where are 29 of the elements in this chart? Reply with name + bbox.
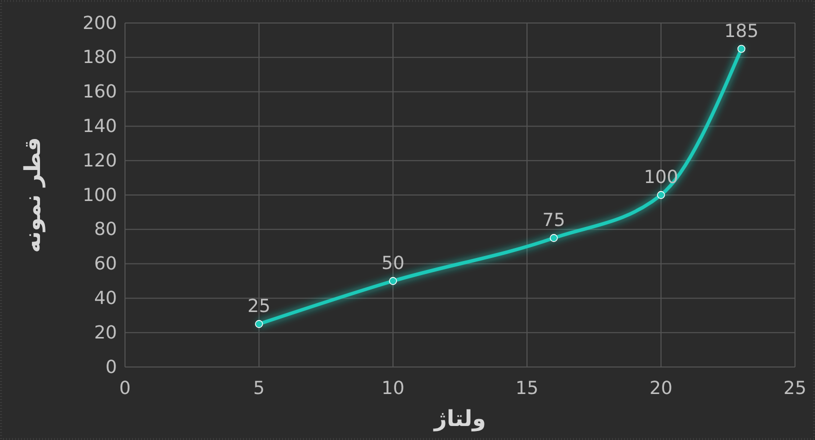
data-label: 75 [542,210,566,231]
point [737,44,746,53]
point [657,191,665,199]
data-label: 50 [382,253,404,274]
x-tick-label: 20 [650,378,672,399]
y-tick-label: 160 [82,82,117,103]
x-tick-label: 25 [784,378,806,399]
y-tick-label: 0 [106,356,117,378]
y-tick-label: 140 [82,116,117,137]
x-tick-label: 10 [382,378,404,399]
x-axis-title: ولتاژ [433,407,486,432]
x-tick-label: 15 [516,378,538,399]
y-axis-title: قطر نمونه [21,137,46,253]
data-label: 100 [644,167,678,188]
y-tick-label: 40 [94,288,117,309]
point [389,277,397,285]
y-tick-label: 120 [82,150,117,172]
x-tick-label: 0 [119,378,131,399]
y-tick-label: 60 [94,254,117,275]
data-label: 185 [724,20,759,42]
point [255,320,263,328]
x-tick-label: 5 [253,378,265,399]
y-tick-label: 20 [94,322,117,344]
y-tick-label: 180 [82,47,117,68]
point [550,234,558,242]
data-label: 25 [248,296,270,317]
y-tick-label: 200 [82,12,117,34]
y-tick-label: 80 [94,219,117,240]
y-tick-label: 100 [82,184,117,206]
